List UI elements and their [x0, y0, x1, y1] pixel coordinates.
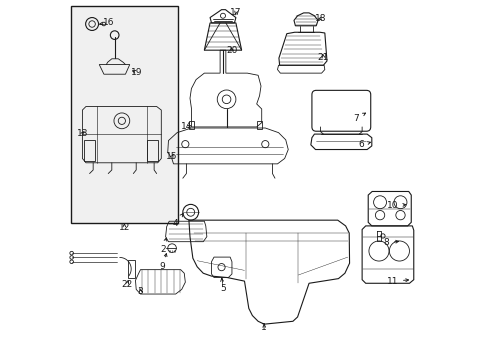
Text: 11: 11 [386, 276, 407, 285]
Text: 19: 19 [131, 68, 142, 77]
Text: 10: 10 [386, 201, 405, 210]
Text: 16: 16 [100, 18, 115, 27]
Bar [70, 6, 178, 223]
Bar [128, 260, 135, 278]
Bar [189, 121, 193, 129]
Text: 17: 17 [230, 8, 241, 17]
Text: 22: 22 [121, 280, 132, 289]
Text: 15: 15 [166, 152, 178, 161]
Text: 21: 21 [317, 53, 328, 62]
Text: 9: 9 [160, 253, 166, 271]
Text: 6: 6 [357, 140, 370, 149]
Text: 13: 13 [77, 129, 88, 138]
Text: 7: 7 [353, 113, 365, 123]
Bar [147, 140, 158, 161]
Text: 5: 5 [220, 278, 225, 293]
Text: 18: 18 [314, 14, 325, 23]
Bar [257, 121, 261, 129]
Text: 20: 20 [226, 46, 237, 55]
Text: 8: 8 [383, 238, 398, 247]
Text: 4: 4 [172, 213, 183, 228]
Bar [83, 140, 94, 161]
Text: 3: 3 [137, 287, 143, 296]
Text: 2: 2 [160, 238, 166, 255]
Text: 1: 1 [261, 323, 266, 332]
Text: 14: 14 [181, 122, 192, 131]
Text: 12: 12 [119, 223, 130, 232]
